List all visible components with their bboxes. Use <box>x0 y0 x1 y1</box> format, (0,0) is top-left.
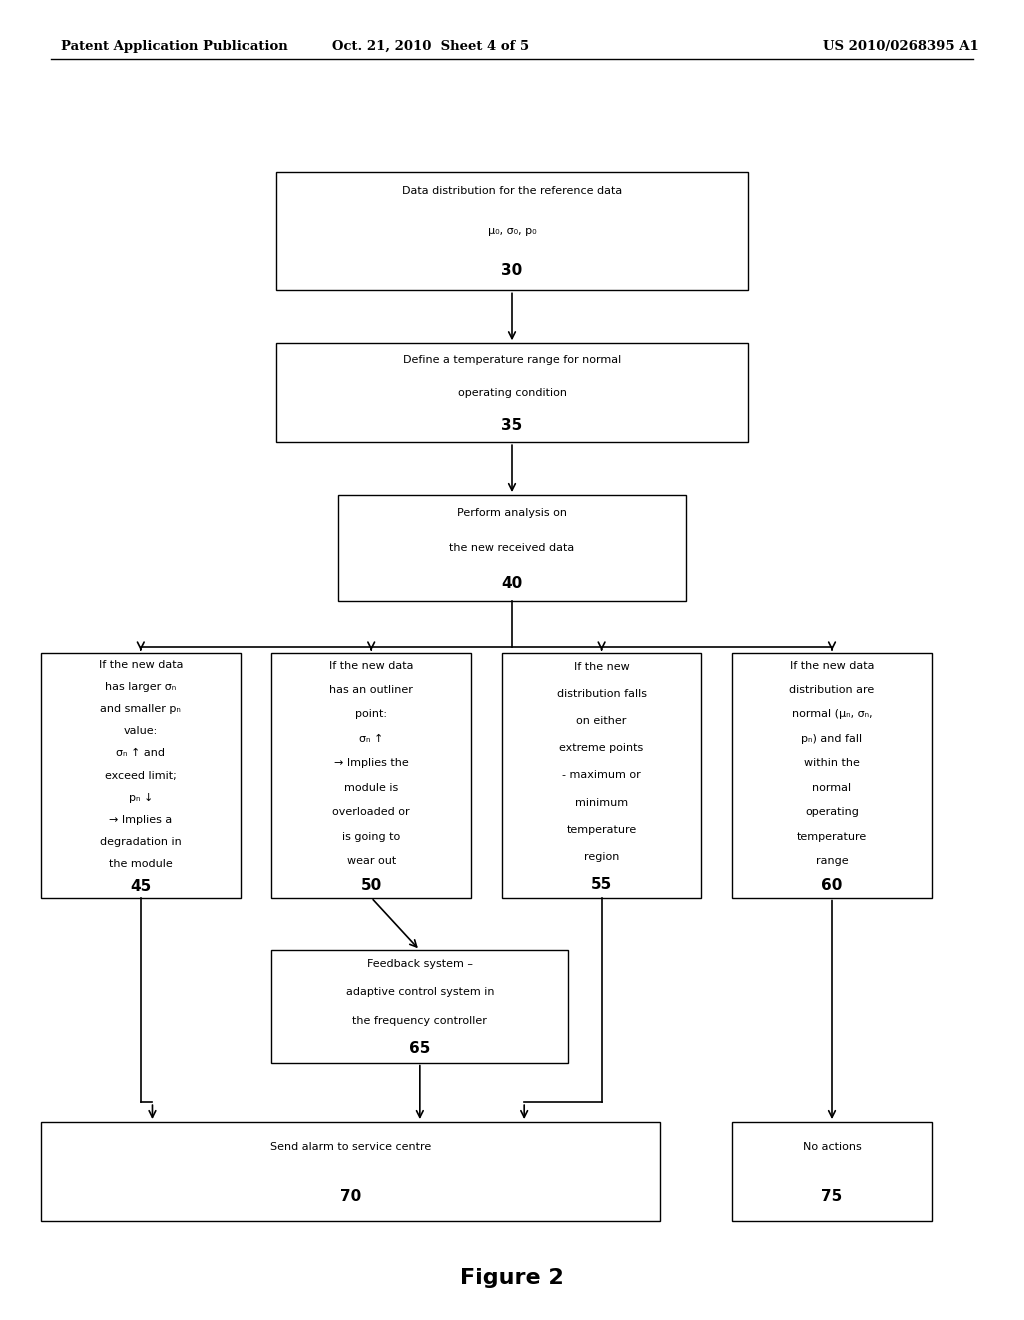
Bar <box>41 1122 660 1221</box>
Text: adaptive control system in: adaptive control system in <box>345 987 495 998</box>
Text: 30: 30 <box>502 263 522 279</box>
Bar <box>271 653 471 898</box>
Text: the frequency controller: the frequency controller <box>352 1015 487 1026</box>
Text: distribution falls: distribution falls <box>557 689 646 700</box>
Bar <box>276 343 748 442</box>
Text: minimum: minimum <box>575 797 628 808</box>
Text: If the new data: If the new data <box>98 660 183 669</box>
Bar <box>732 653 932 898</box>
Text: 35: 35 <box>502 418 522 433</box>
Text: → Implies a: → Implies a <box>110 814 172 825</box>
Text: and smaller pₙ: and smaller pₙ <box>100 704 181 714</box>
Text: μ₀, σ₀, p₀: μ₀, σ₀, p₀ <box>487 226 537 236</box>
Text: If the new data: If the new data <box>790 660 874 671</box>
Text: 55: 55 <box>591 876 612 891</box>
Text: Data distribution for the reference data: Data distribution for the reference data <box>401 186 623 197</box>
Text: extreme points: extreme points <box>559 743 644 754</box>
Bar <box>338 495 686 601</box>
Text: normal (μₙ, σₙ,: normal (μₙ, σₙ, <box>792 709 872 719</box>
Bar <box>732 1122 932 1221</box>
Bar <box>276 172 748 290</box>
Text: 70: 70 <box>340 1189 361 1204</box>
Text: σₙ ↑: σₙ ↑ <box>359 734 383 744</box>
Text: value:: value: <box>124 726 158 737</box>
Bar <box>41 653 241 898</box>
Bar <box>502 653 701 898</box>
Text: No actions: No actions <box>803 1142 861 1152</box>
Text: temperature: temperature <box>797 832 867 842</box>
Text: Feedback system –: Feedback system – <box>367 960 473 969</box>
Text: has an outliner: has an outliner <box>330 685 413 696</box>
Text: Patent Application Publication: Patent Application Publication <box>61 40 288 53</box>
Bar <box>271 950 568 1063</box>
Text: temperature: temperature <box>566 825 637 834</box>
Text: US 2010/0268395 A1: US 2010/0268395 A1 <box>823 40 979 53</box>
Text: the new received data: the new received data <box>450 543 574 553</box>
Text: 60: 60 <box>821 878 843 892</box>
Text: 50: 50 <box>360 878 382 892</box>
Text: σₙ ↑ and: σₙ ↑ and <box>117 748 165 758</box>
Text: within the: within the <box>804 758 860 768</box>
Text: overloaded or: overloaded or <box>333 807 410 817</box>
Text: operating condition: operating condition <box>458 388 566 397</box>
Text: pₙ ↓: pₙ ↓ <box>129 793 153 803</box>
Text: Perform analysis on: Perform analysis on <box>457 508 567 517</box>
Text: range: range <box>816 855 848 866</box>
Text: on either: on either <box>577 717 627 726</box>
Text: Define a temperature range for normal: Define a temperature range for normal <box>402 355 622 364</box>
Text: exceed limit;: exceed limit; <box>104 771 177 780</box>
Text: pₙ) and fall: pₙ) and fall <box>802 734 862 744</box>
Text: Oct. 21, 2010  Sheet 4 of 5: Oct. 21, 2010 Sheet 4 of 5 <box>332 40 528 53</box>
Text: 40: 40 <box>502 576 522 590</box>
Text: Send alarm to service centre: Send alarm to service centre <box>270 1142 431 1152</box>
Text: degradation in: degradation in <box>100 837 181 847</box>
Text: region: region <box>584 851 620 862</box>
Text: the module: the module <box>109 859 173 870</box>
Text: If the new: If the new <box>573 661 630 672</box>
Text: 45: 45 <box>130 879 152 894</box>
Text: operating: operating <box>805 807 859 817</box>
Text: 75: 75 <box>821 1189 843 1204</box>
Text: module is: module is <box>344 783 398 793</box>
Text: point:: point: <box>355 709 387 719</box>
Text: has larger σₙ: has larger σₙ <box>105 681 176 692</box>
Text: is going to: is going to <box>342 832 400 842</box>
Text: 65: 65 <box>410 1041 430 1056</box>
Text: → Implies the: → Implies the <box>334 758 409 768</box>
Text: Figure 2: Figure 2 <box>460 1267 564 1288</box>
Text: - maximum or: - maximum or <box>562 771 641 780</box>
Text: distribution are: distribution are <box>790 685 874 696</box>
Text: normal: normal <box>812 783 852 793</box>
Text: If the new data: If the new data <box>329 660 414 671</box>
Text: wear out: wear out <box>346 855 396 866</box>
